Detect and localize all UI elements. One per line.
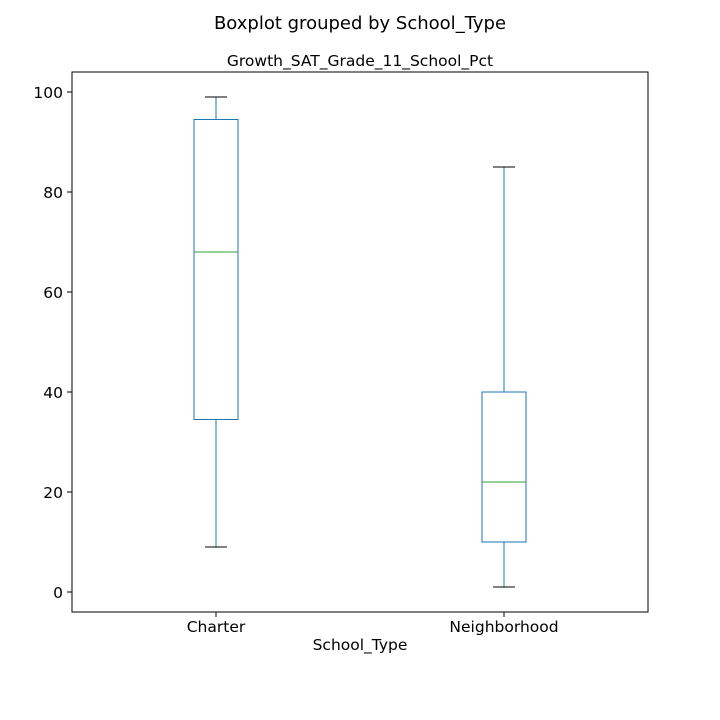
- plot-frame: [71, 71, 649, 613]
- y-tick-label-60: 60: [43, 284, 63, 302]
- box-charter: [193, 119, 239, 420]
- box-neighborhood: [481, 391, 527, 543]
- chart-title: Growth_SAT_Grade_11_School_Pct: [227, 52, 493, 71]
- y-tick-label-0: 0: [53, 584, 63, 602]
- y-tick-label-100: 100: [33, 84, 63, 102]
- y-tick-label-80: 80: [43, 184, 63, 202]
- x-axis-label: School_Type: [313, 636, 408, 655]
- y-tick-label-40: 40: [43, 384, 63, 402]
- x-tick-label-neighborhood: Neighborhood: [449, 618, 558, 636]
- plot-area: 0 20 40 60 80 100 Charter Neighborhood: [33, 71, 649, 636]
- y-tick-label-20: 20: [43, 484, 63, 502]
- x-tick-label-charter: Charter: [187, 618, 246, 636]
- chart-suptitle: Boxplot grouped by School_Type: [214, 13, 506, 34]
